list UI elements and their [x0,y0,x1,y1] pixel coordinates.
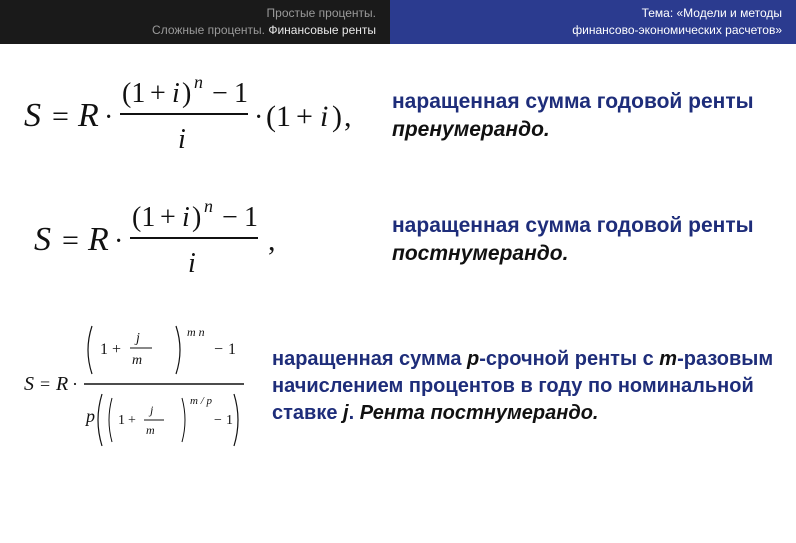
svg-text:,: , [268,224,276,257]
svg-text:=: = [52,100,69,133]
svg-text:p: p [84,406,95,426]
header-left-line1: Простые проценты. [267,5,376,22]
svg-text:=: = [40,374,50,394]
svg-text:=: = [62,224,79,257]
svg-text:): ) [182,78,191,109]
formula-row-1: S = R · (1 + i ) n − 1 i · (1 [22,68,774,164]
svg-text:(1: (1 [122,78,145,109]
svg-text:1: 1 [118,413,125,428]
svg-text:,: , [344,100,352,133]
description-1: наращенная сумма годовой ренты пренумера… [392,88,774,145]
svg-text:−: − [214,413,222,428]
svg-text:+: + [296,100,313,133]
formula-row-3: S = R · 1 + j m m n − 1 [22,316,774,456]
svg-text:·: · [72,374,78,394]
svg-text:j: j [134,331,140,346]
svg-text:): ) [192,202,201,233]
svg-text:m n: m n [187,325,205,339]
svg-text:i: i [178,124,186,155]
svg-text:m: m [146,423,155,437]
svg-text:1: 1 [226,413,233,428]
description-3: наращенная сумма p-срочной ренты с m-раз… [272,346,774,427]
svg-text:+: + [128,413,136,428]
svg-text:1: 1 [234,78,248,109]
svg-text:·: · [254,102,263,133]
svg-text:1: 1 [228,341,236,358]
formula-row-2: S = R · (1 + i ) n − 1 i , наращенная су… [22,192,774,288]
svg-text:1: 1 [244,202,258,233]
header-left-line1-text: Простые проценты. [267,6,376,20]
svg-text:(1: (1 [132,202,155,233]
svg-text:·: · [104,102,113,133]
svg-text:): ) [332,100,342,133]
svg-text:+: + [160,202,176,233]
svg-text:1: 1 [100,341,108,358]
description-2: наращенная сумма годовой ренты постнумер… [392,212,774,269]
svg-text:·: · [114,226,123,257]
svg-text:n: n [204,196,213,216]
svg-text:−: − [214,341,223,358]
svg-text:i: i [172,78,180,109]
svg-text:i: i [320,100,328,133]
svg-text:n: n [194,72,203,92]
header-left-line2-white: Финансовые ренты [265,23,376,37]
header-right-panel: Тема: «Модели и методы финансово-экономи… [390,0,796,44]
slide-content: S = R · (1 + i ) n − 1 i · (1 [0,44,796,494]
header-right-line2: финансово-экономических расчетов» [572,22,782,39]
header-left-panel: Простые проценты. Сложные проценты. Фина… [0,0,390,44]
svg-text:m: m [132,353,142,368]
svg-text:S: S [34,221,51,258]
svg-text:R: R [55,373,68,395]
svg-text:m / p: m / p [190,395,213,407]
svg-text:−: − [222,202,238,233]
svg-text:i: i [182,202,190,233]
svg-text:S: S [24,97,41,134]
formula-3: S = R · 1 + j m m n − 1 [22,316,252,456]
formula-2: S = R · (1 + i ) n − 1 i , [22,192,372,288]
header-left-line2: Сложные проценты. Финансовые ренты [152,22,376,39]
svg-text:R: R [77,97,99,134]
svg-text:S: S [24,373,34,395]
header-left-line2-dim: Сложные проценты. [152,23,265,37]
header-right-line1: Тема: «Модели и методы [642,5,782,22]
svg-text:j: j [148,403,154,417]
svg-text:+: + [150,78,166,109]
slide-header: Простые проценты. Сложные проценты. Фина… [0,0,796,44]
svg-text:(1: (1 [266,100,291,133]
svg-text:+: + [112,341,121,358]
svg-text:i: i [188,248,196,279]
formula-1: S = R · (1 + i ) n − 1 i · (1 [22,68,372,164]
svg-text:R: R [87,221,109,258]
svg-text:−: − [212,78,228,109]
